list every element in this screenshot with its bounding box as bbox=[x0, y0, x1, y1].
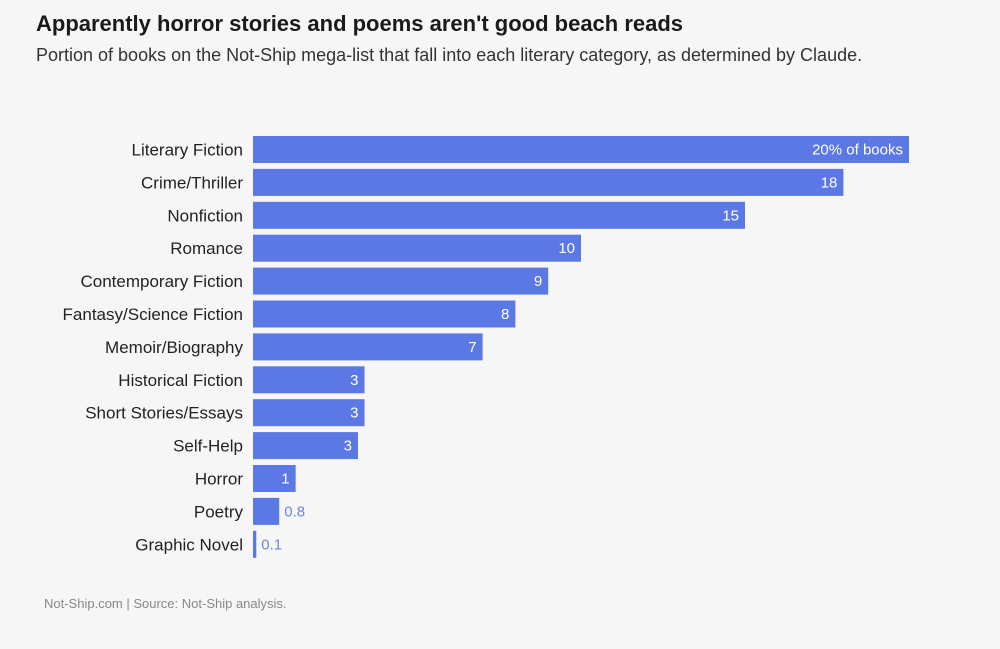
chart-subtitle: Portion of books on the Not-Ship mega-li… bbox=[36, 45, 863, 65]
category-label: Horror bbox=[195, 470, 244, 489]
category-label: Memoir/Biography bbox=[105, 338, 243, 357]
data-label: 0.1 bbox=[261, 536, 282, 553]
data-label: 20% of books bbox=[812, 142, 903, 159]
data-label: 3 bbox=[350, 372, 358, 389]
category-label: Fantasy/Science Fiction bbox=[63, 305, 243, 324]
bar bbox=[253, 366, 365, 394]
bar bbox=[253, 333, 483, 361]
source-footer: Not-Ship.com | Source: Not-Ship analysis… bbox=[44, 596, 287, 611]
chart-title: Apparently horror stories and poems aren… bbox=[36, 11, 684, 36]
category-label: Literary Fiction bbox=[132, 141, 243, 160]
data-label: 18 bbox=[821, 174, 838, 191]
data-label: 1 bbox=[281, 471, 289, 488]
bar bbox=[253, 136, 909, 163]
data-label: 3 bbox=[344, 438, 352, 455]
data-label: 9 bbox=[534, 273, 542, 290]
bar bbox=[253, 465, 296, 492]
bar bbox=[253, 234, 581, 262]
bar bbox=[253, 432, 358, 460]
data-label: 7 bbox=[468, 339, 476, 356]
bar bbox=[253, 399, 365, 427]
category-label: Poetry bbox=[194, 502, 244, 521]
category-label: Nonfiction bbox=[167, 206, 243, 225]
bar bbox=[253, 201, 745, 229]
category-label: Crime/Thriller bbox=[141, 173, 243, 192]
bar bbox=[253, 530, 257, 558]
bar bbox=[253, 168, 844, 196]
data-label: 10 bbox=[558, 240, 575, 257]
bar bbox=[253, 300, 516, 328]
category-label: Contemporary Fiction bbox=[80, 272, 243, 291]
data-label: 8 bbox=[501, 306, 509, 323]
category-label: Short Stories/Essays bbox=[85, 404, 243, 423]
category-label: Self-Help bbox=[173, 437, 243, 456]
data-label: 15 bbox=[722, 207, 739, 224]
data-label: 0.8 bbox=[284, 503, 305, 520]
bar bbox=[253, 497, 280, 525]
category-label: Romance bbox=[170, 239, 243, 258]
bar bbox=[253, 267, 549, 295]
data-label: 3 bbox=[350, 405, 358, 422]
category-label: Graphic Novel bbox=[135, 535, 243, 554]
category-label: Historical Fiction bbox=[118, 371, 243, 390]
